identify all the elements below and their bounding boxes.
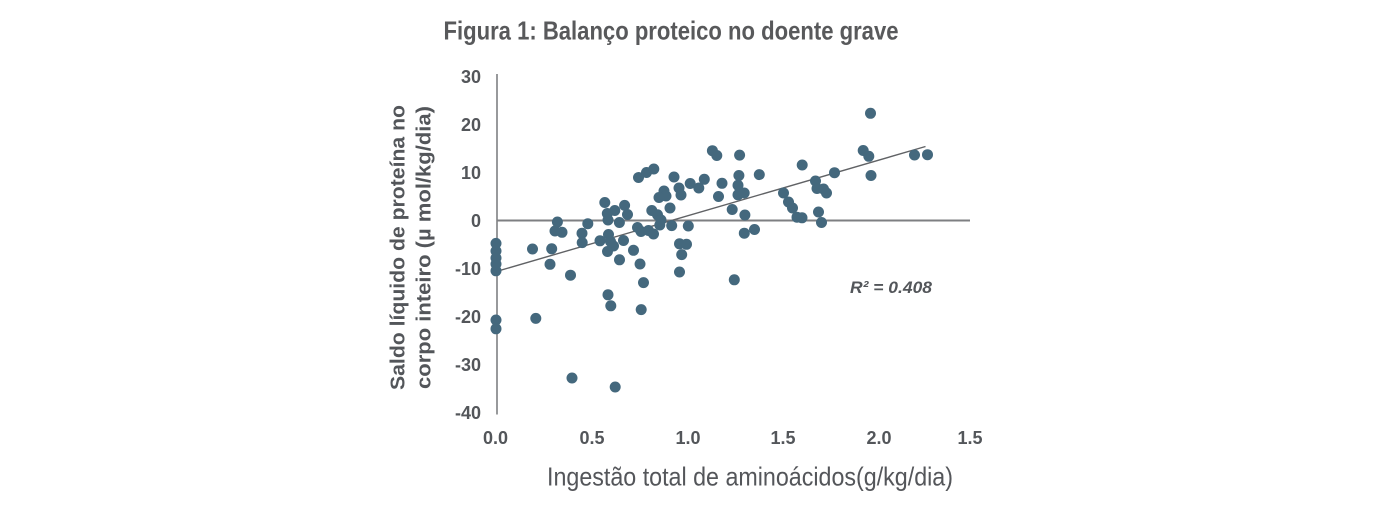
svg-text:10: 10 bbox=[461, 163, 481, 183]
svg-text:1.5: 1.5 bbox=[770, 428, 795, 448]
svg-text:Ingestão total de aminoácidos(: Ingestão total de aminoácidos(g/kg/dia) bbox=[547, 461, 953, 491]
svg-text:-20: -20 bbox=[455, 307, 481, 327]
svg-text:-30: -30 bbox=[455, 355, 481, 375]
svg-text:20: 20 bbox=[461, 115, 481, 135]
svg-text:30: 30 bbox=[461, 67, 481, 87]
svg-text:-40: -40 bbox=[455, 403, 481, 423]
svg-text:Saldo líquido de proteína no: Saldo líquido de proteína no bbox=[388, 105, 410, 390]
svg-text:0.5: 0.5 bbox=[579, 428, 604, 448]
svg-text:1.5: 1.5 bbox=[957, 428, 982, 448]
svg-text:-10: -10 bbox=[455, 259, 481, 279]
svg-text:Figura 1: Balanço proteico no: Figura 1: Balanço proteico no doente gra… bbox=[444, 15, 899, 45]
svg-text:corpo inteiro (µ mol/kg/dia): corpo inteiro (µ mol/kg/dia) bbox=[414, 106, 436, 389]
svg-text:0: 0 bbox=[471, 211, 481, 231]
svg-text:R² = 0.408: R² = 0.408 bbox=[850, 278, 933, 297]
svg-text:0.0: 0.0 bbox=[483, 428, 508, 448]
svg-text:1.0: 1.0 bbox=[675, 428, 700, 448]
svg-text:2.0: 2.0 bbox=[866, 428, 891, 448]
